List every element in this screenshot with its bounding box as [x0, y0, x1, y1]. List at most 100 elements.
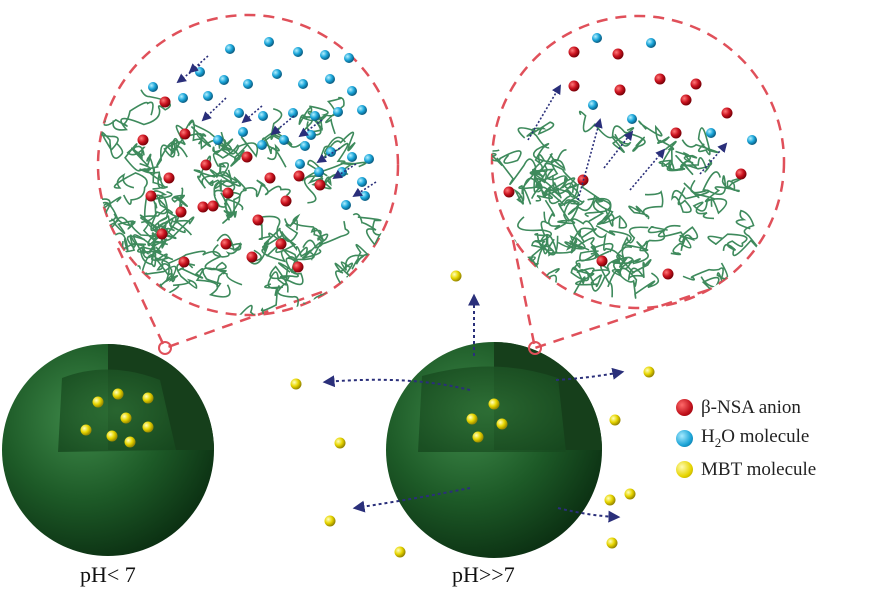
nsa-anion	[264, 172, 276, 184]
polymer-chain	[700, 276, 723, 308]
water-molecule	[314, 167, 324, 177]
polymer-chain	[595, 224, 681, 252]
mbt-molecule	[120, 412, 132, 424]
nsa-anion	[614, 84, 626, 96]
polymer-chain	[213, 189, 244, 218]
polymer-chain	[517, 121, 555, 149]
polymer-chain	[681, 127, 719, 156]
nsa-anion	[721, 107, 733, 119]
polymer-chain	[564, 236, 596, 255]
release-arrow-left	[322, 375, 471, 391]
nsa-anion	[314, 179, 326, 191]
water-molecule	[320, 50, 330, 60]
polymer-chain	[212, 138, 241, 160]
nsa-anion	[568, 46, 580, 58]
polymer-chain	[307, 136, 349, 177]
zoom-circle-right	[490, 14, 786, 310]
polymer-chain	[235, 282, 289, 315]
nsa-anion	[252, 214, 264, 226]
nsa-anion	[292, 261, 304, 273]
polymer-chain	[616, 226, 649, 268]
caption-ph-basic: pH>>7	[452, 562, 515, 587]
nsa-anion	[596, 255, 608, 267]
zoom-origin-right	[528, 341, 542, 355]
mbt-molecule	[324, 515, 336, 527]
nsa-anion	[568, 80, 580, 92]
water-molecule	[258, 111, 268, 121]
polymer-chain	[212, 144, 239, 197]
polymer-chain	[638, 120, 677, 151]
nsa-anion	[503, 186, 515, 198]
polymer-chain	[563, 195, 596, 222]
yellow-sphere-icon	[676, 461, 693, 478]
polymer-chain	[171, 187, 189, 210]
nsa-anion	[163, 172, 175, 184]
zoom-line-left-b	[164, 290, 323, 350]
nsa-anion	[220, 238, 232, 250]
release-arrow-lower-right	[557, 507, 621, 523]
polymer-chain	[492, 150, 522, 169]
polymer-chain	[690, 175, 740, 196]
mbt-molecule	[106, 430, 118, 442]
polymer-chain	[98, 184, 112, 215]
polymer-chain	[531, 235, 559, 257]
zoom-left-molecules	[137, 37, 374, 273]
polymer-chain	[139, 194, 182, 222]
diffusion-arrow	[201, 97, 227, 122]
polymer-chain	[675, 150, 698, 176]
polymer-chain	[595, 198, 615, 227]
water-molecule	[357, 105, 367, 115]
mbt-molecule	[466, 413, 478, 425]
water-molecule	[310, 111, 320, 121]
zoom-line-right-b	[534, 288, 709, 350]
water-molecule	[747, 135, 757, 145]
polymer-chain	[140, 220, 168, 259]
polymer-chain	[284, 213, 325, 242]
mbt-molecule	[334, 437, 346, 449]
mbt-molecule	[496, 418, 508, 430]
polymer-chain	[156, 121, 204, 167]
water-molecule	[344, 53, 354, 63]
mbt-molecule	[112, 388, 124, 400]
polymer-chain	[492, 259, 523, 308]
nsa-anion	[280, 195, 292, 207]
polymer-chain	[219, 174, 247, 224]
polymer-chain	[707, 233, 748, 251]
legend-label-water: H2O molecule	[701, 426, 810, 450]
polymer-chain	[492, 213, 501, 248]
polymer-chain	[113, 172, 148, 205]
water-molecule	[213, 135, 223, 145]
polymer-chain	[658, 157, 708, 172]
blue-sphere-icon	[676, 430, 693, 447]
polymer-chain	[98, 120, 124, 159]
diffusion-arrow	[527, 84, 561, 141]
legend-label-mbt: MBT molecule	[701, 458, 817, 480]
polymer-chain	[628, 190, 664, 220]
zoom-line-left-a	[116, 247, 167, 349]
microsphere-right	[386, 341, 602, 558]
polymer-chain	[517, 216, 558, 254]
nsa-anion	[207, 200, 219, 212]
water-molecule	[360, 191, 370, 201]
water-molecule	[300, 141, 310, 151]
polymer-chain	[98, 252, 121, 280]
nsa-anion	[156, 228, 168, 240]
polymer-chain	[492, 211, 509, 250]
mbt-molecule	[80, 424, 92, 436]
diffusion-arrow	[577, 118, 603, 201]
nsa-anion	[275, 238, 287, 250]
polymer-chain	[298, 106, 323, 130]
polymer-chain	[242, 179, 291, 198]
polymer-chain	[588, 197, 628, 229]
diffusion-arrow	[629, 148, 666, 191]
mbt-molecules	[80, 270, 655, 558]
polymer-chain	[220, 131, 259, 167]
water-molecule	[325, 74, 335, 84]
sphere-core-left	[58, 369, 176, 452]
mbt-molecule	[124, 436, 136, 448]
water-molecule	[203, 91, 213, 101]
water-molecule	[178, 93, 188, 103]
water-molecule	[264, 37, 274, 47]
nsa-anion	[179, 128, 191, 140]
